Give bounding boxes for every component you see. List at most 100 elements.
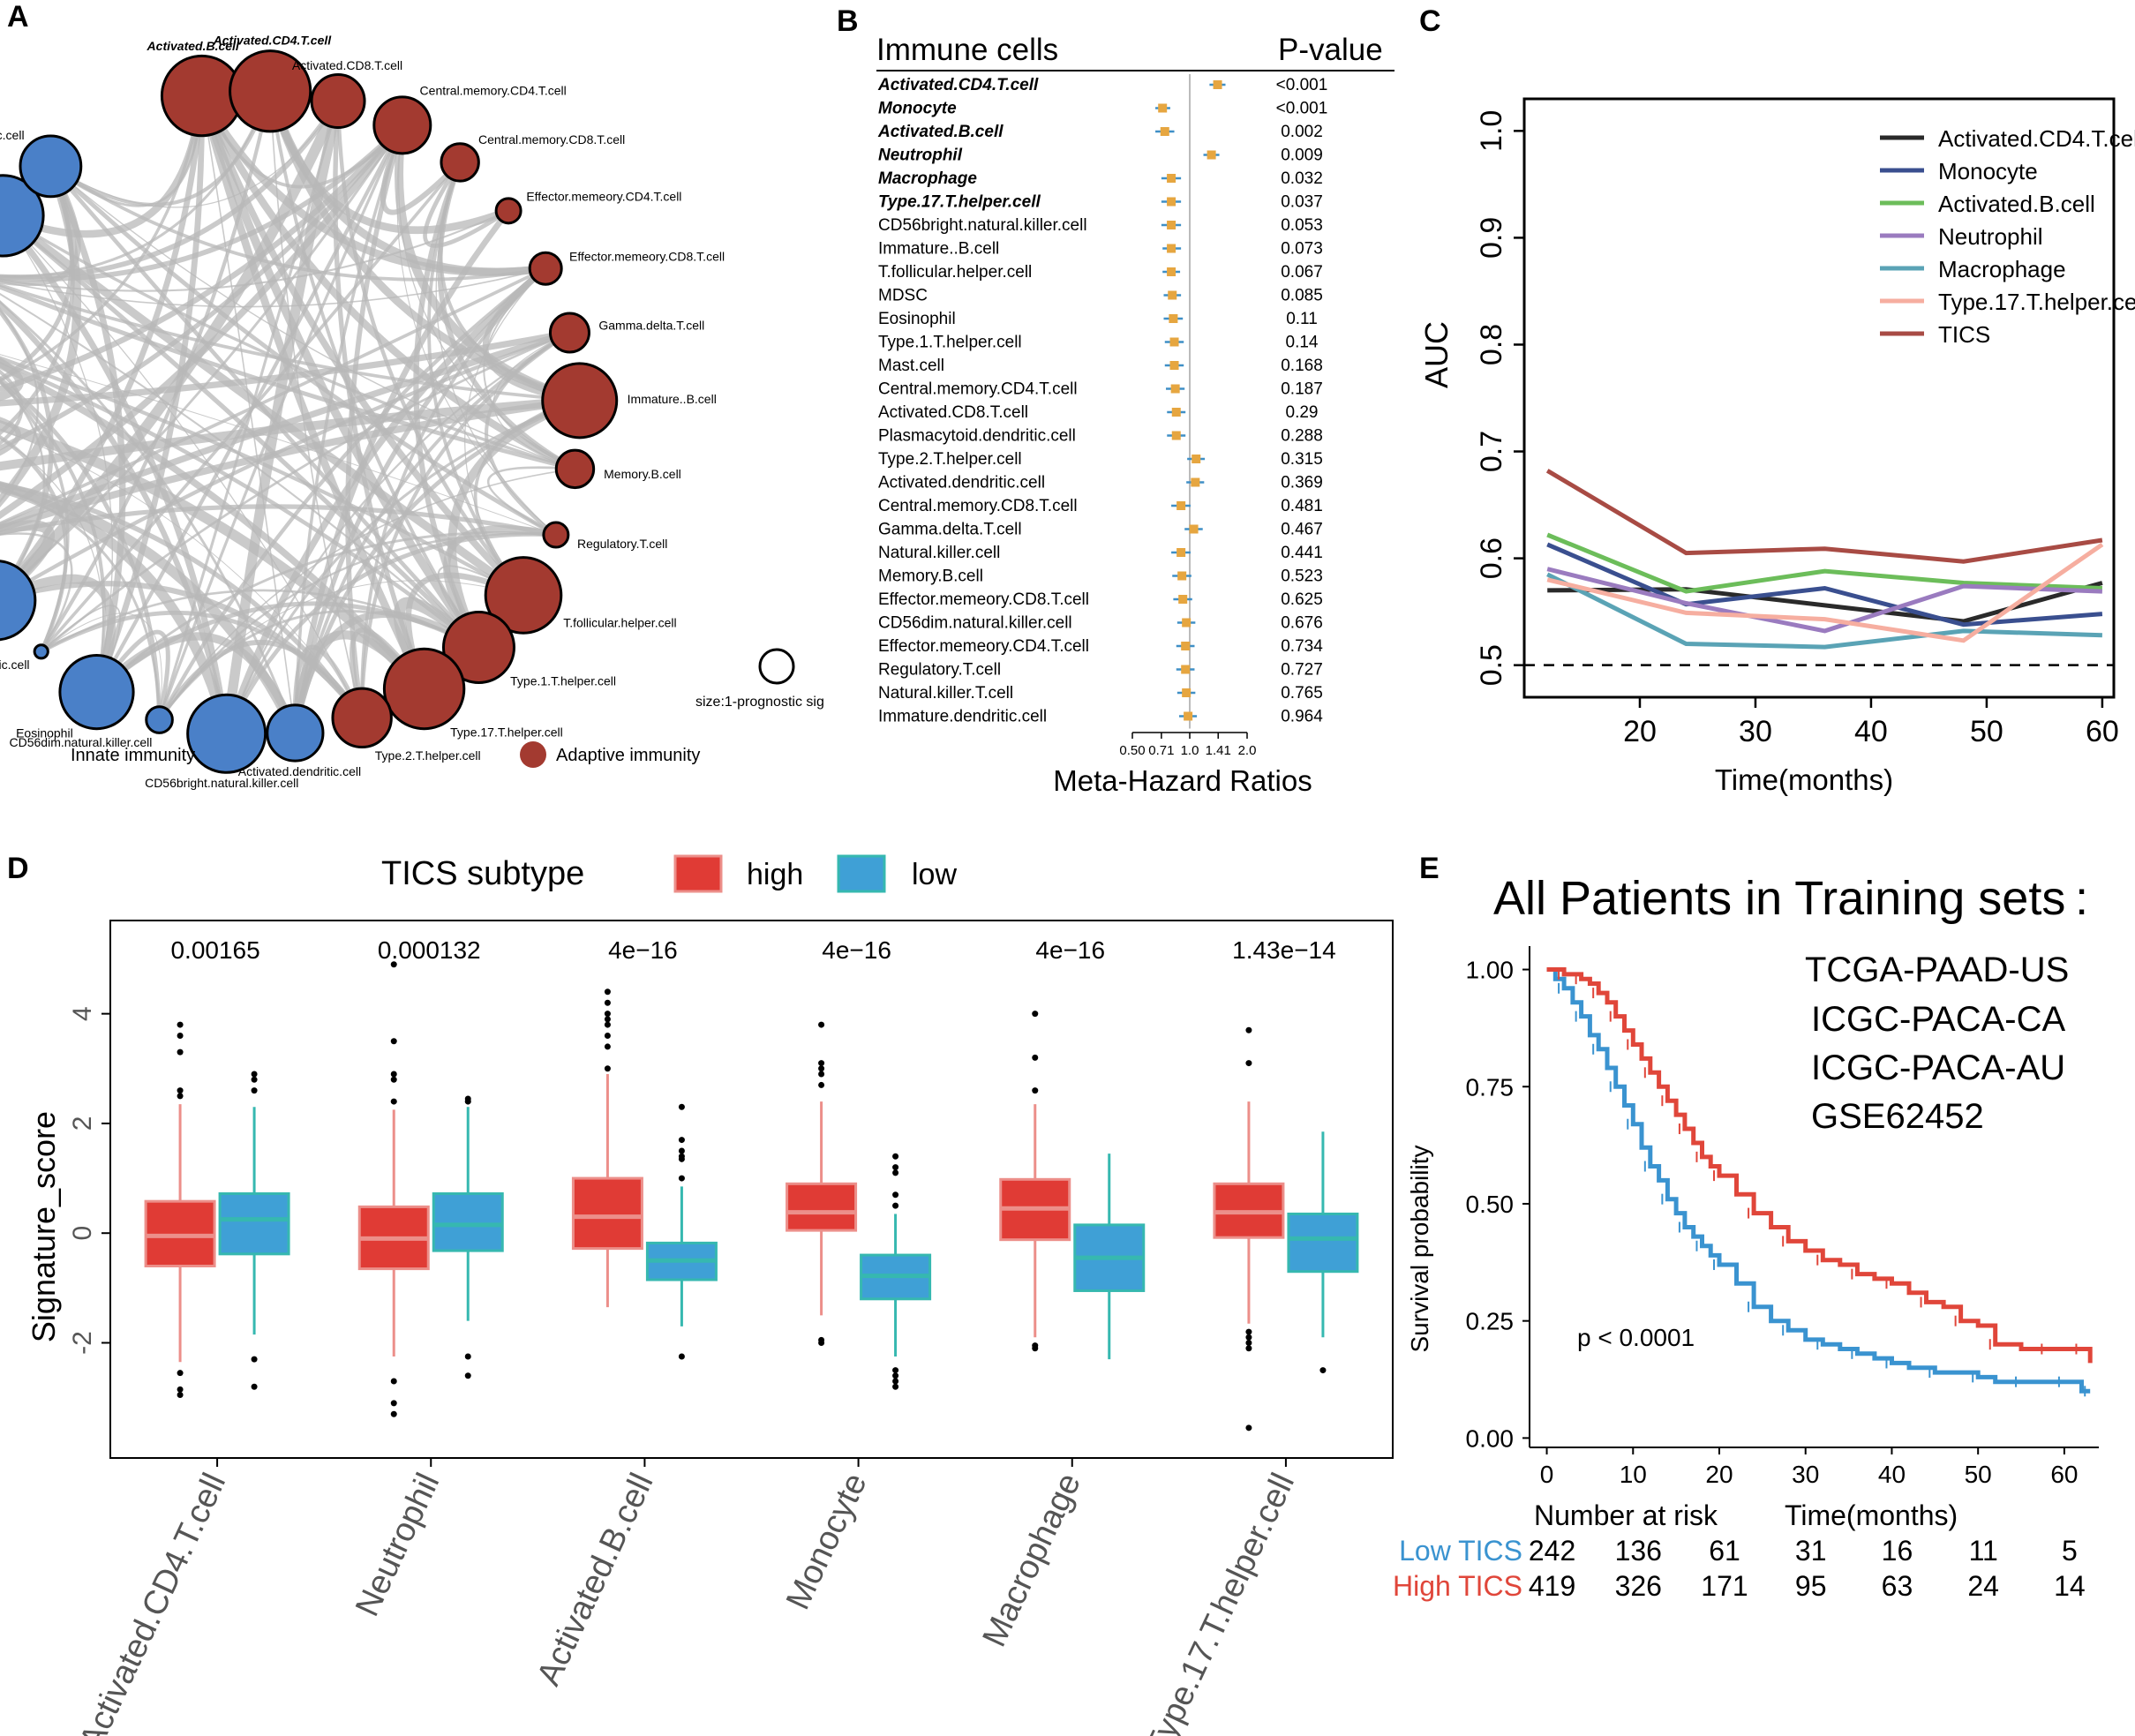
node-central-memory-cd8-t-cell: [440, 142, 480, 183]
boxplot-pvalue-activated-b-cell: 4e−16: [608, 936, 678, 964]
network-edge: [0, 356, 525, 597]
node-eosinophil: [58, 653, 135, 731]
boxplot-ytick-label: 0: [68, 1226, 97, 1241]
boxplot-pvalue-neutrophil: 0.000132: [378, 936, 481, 964]
km-xtick-label: 40: [1878, 1461, 1906, 1488]
auc-legend-label-macrophage: Macrophage: [1938, 256, 2066, 282]
box-outlier: [892, 1153, 899, 1160]
forest-pvalue-gamma-delta-t-cell: 0.467: [1281, 521, 1323, 539]
forest-point-mdsc: [1168, 290, 1177, 300]
box-outlier: [464, 1372, 471, 1379]
forest-cell-memory-b-cell: Memory.B.cell: [878, 567, 983, 586]
risk-value-high-tics: 24: [1967, 1570, 1999, 1602]
boxplot-ylabel: Signature_score: [26, 1111, 62, 1342]
network-edge: [0, 357, 24, 402]
auc-ytick-label: 0.6: [1475, 537, 1508, 579]
node-cd56dim-natural-killer-cell: [145, 705, 174, 734]
km-ytick-label: 1.00: [1466, 957, 1515, 984]
km-dataset-4: GSE62452: [1811, 1097, 1984, 1136]
auc-legend-label-neutrophil: Neutrophil: [1938, 223, 2043, 250]
boxplot-xtick-label-neutrophil: Neutrophil: [349, 1468, 447, 1622]
node-effector-memeory-cd4-t-cell: [494, 197, 522, 225]
network-edge: [0, 284, 576, 471]
forest-point-immature-dendritic-cell: [1184, 711, 1193, 721]
forest-point-memory-b-cell: [1177, 571, 1187, 581]
immunity-legend: Innate immunity Adaptive immunity: [71, 741, 700, 768]
box-outlier: [892, 1378, 899, 1385]
box-outlier: [177, 1033, 184, 1039]
auc-plot-frame: [1522, 97, 2116, 699]
box-high-type-17-t-helper-cell: [1213, 1026, 1285, 1432]
forest-point-neutrophil: [1207, 150, 1216, 160]
box-outlier: [390, 1400, 397, 1407]
box-outlier: [1032, 1011, 1039, 1018]
box-outlier: [177, 1392, 184, 1399]
auc-legend: Activated.CD4.T.cell Monocyte Activated.B.…: [1880, 125, 2135, 348]
forest-pvalue-monocyte: <0.001: [1276, 100, 1328, 118]
forest-cell-eosinophil: Eosinophil: [878, 310, 956, 328]
km-title: All Patients in Training sets :: [1493, 872, 2088, 925]
forest-tick-label: 1.0: [1181, 743, 1199, 758]
auc-xtick-label: 50: [1970, 715, 2003, 748]
forest-pvalue-t-follicular-helper-cell: 0.067: [1281, 263, 1323, 282]
box-outlier: [390, 1071, 397, 1078]
network-edge: [3, 214, 363, 718]
boxplot-pvalue-macrophage: 4e−16: [1035, 936, 1105, 964]
forest-tick-label: 0.71: [1148, 743, 1174, 758]
forest-xlabel: Meta-Hazard Ratios: [1053, 764, 1312, 797]
network-edge: [41, 612, 162, 720]
risk-value-low-tics: 242: [1529, 1535, 1575, 1567]
forest-cell-type-1-t-helper-cell: Type.1.T.helper.cell: [878, 334, 1022, 352]
box-outlier: [251, 1076, 258, 1083]
forest-point-natural-killer-cell: [1177, 548, 1186, 557]
km-xtick-label: 30: [1792, 1461, 1819, 1488]
box-outlier: [251, 1087, 258, 1094]
forest-pvalue-neutrophil: 0.009: [1281, 147, 1323, 165]
forest-point-activated-dendritic-cell: [1191, 477, 1200, 487]
box-outlier: [390, 961, 397, 968]
box-outlier: [251, 1356, 258, 1363]
box-outlier: [1245, 1334, 1252, 1341]
box-outlier: [818, 1065, 825, 1072]
auc-line-type-17-t-helper-cell: [1546, 542, 2104, 643]
auc-legend-label-activated-b-cell: Activated.B.cell: [1938, 191, 2095, 217]
forest-cell-type-2-t-helper-cell: Type.2.T.helper.cell: [878, 450, 1022, 469]
forest-pvalue-effector-memeory-cd4-t-cell: 0.734: [1281, 637, 1323, 656]
km-ytick-label: 0.50: [1466, 1191, 1515, 1218]
box-outlier: [390, 1098, 397, 1105]
node-label-eosinophil: Eosinophil: [16, 726, 73, 740]
forest-point-natural-killer-t-cell: [1182, 688, 1192, 697]
boxplot-xtick-label-activated-cd4-t-cell: Activated.CD4.T.cell: [72, 1468, 233, 1736]
risk-value-low-tics: 11: [1969, 1535, 1998, 1567]
auc-legend-label-monocyte: Monocyte: [1938, 158, 2038, 184]
box-outlier: [604, 1021, 611, 1028]
auc-ytick-label: 0.8: [1475, 324, 1508, 365]
box-high-monocyte: [786, 1021, 858, 1346]
auc-ytick-label: 1.0: [1475, 110, 1508, 152]
km-dataset-3: ICGC-PACA-AU: [1811, 1048, 2065, 1087]
forest-pvalue-regulatory-t-cell: 0.727: [1281, 661, 1323, 680]
node-immature-dendritic-cell: [33, 643, 49, 660]
forest-pvalue-type-2-t-helper-cell: 0.315: [1281, 450, 1323, 469]
network-edge: [50, 101, 339, 208]
box-outlier: [177, 1021, 184, 1028]
forest-pvalue-central-memory-cd4-t-cell: 0.187: [1281, 380, 1323, 399]
auc-legend-label-tics: TICS: [1938, 321, 1990, 348]
auc-legend-label-activated-cd4-t-cell: Activated.CD4.T.cell: [1938, 125, 2135, 152]
forest-cell-natural-killer-t-cell: Natural.killer.T.cell: [878, 684, 1013, 703]
box-outlier: [678, 1147, 685, 1154]
node-regulatory-t-cell: [542, 521, 570, 549]
network-edge: [0, 379, 107, 693]
forest-point-effector-memeory-cd4-t-cell: [1181, 642, 1191, 650]
boxplot-frame: [109, 920, 1394, 1459]
node-plasmacytoid-dendritic-cell: [19, 134, 83, 199]
forest-pvalue-memory-b-cell: 0.523: [1281, 567, 1323, 586]
forest-point-plasmacytoid-dendritic-cell: [1171, 431, 1181, 440]
size-legend: size:1-prognostic sig: [695, 648, 824, 710]
km-area: 0.00 0.25 0.50 0.75 1.00 0 10 20 30 40 50 60: [1466, 946, 2099, 1488]
km-ytick-label: 0.25: [1466, 1308, 1515, 1335]
legend-innate-label: Innate immunity: [71, 746, 195, 765]
network-edge: [0, 308, 39, 503]
